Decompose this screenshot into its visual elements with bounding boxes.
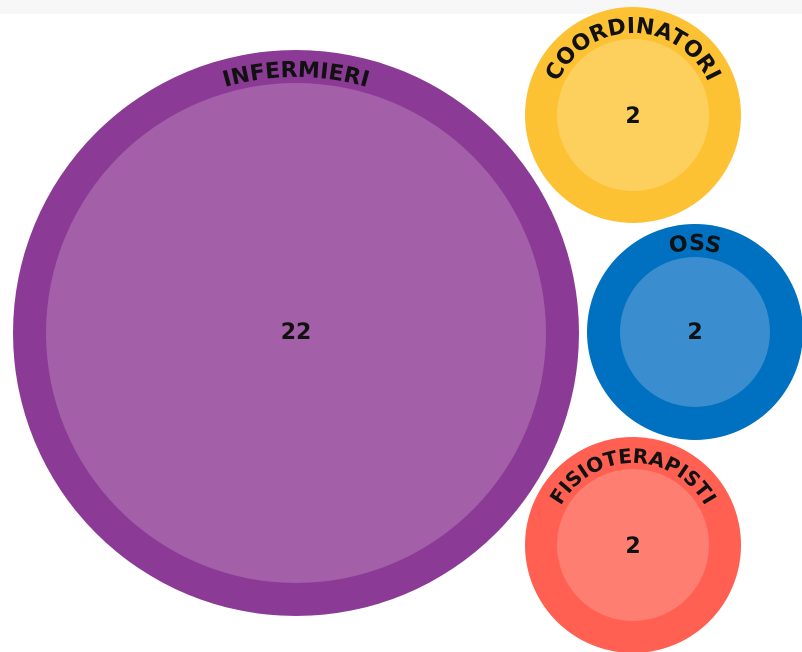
top-band xyxy=(0,0,802,14)
node-value: 2 xyxy=(687,320,702,345)
node-oss: OSS 2 xyxy=(587,224,802,440)
inner-circle xyxy=(620,257,770,407)
node-value: 2 xyxy=(625,534,640,559)
node-label-path: OSS xyxy=(667,231,723,259)
node-label: OSS xyxy=(667,231,723,259)
node-fisioterapisti: FISIOTERAPISTI 2 xyxy=(525,437,741,652)
node-infermieri: INFERMIERI 22 xyxy=(13,50,579,616)
node-value: 22 xyxy=(281,320,312,345)
inner-circle xyxy=(557,39,709,191)
inner-circle xyxy=(46,83,546,583)
node-value: 2 xyxy=(625,104,640,129)
inner-circle xyxy=(557,469,709,621)
node-coordinatori: COORDINATORI 2 xyxy=(525,7,741,223)
